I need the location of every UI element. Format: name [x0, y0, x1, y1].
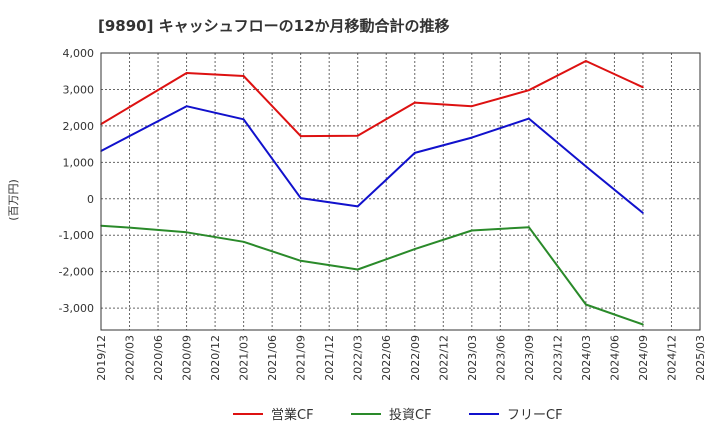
data-point [128, 226, 131, 229]
x-tick-label: 2021/03 [238, 335, 251, 381]
data-point [356, 205, 359, 208]
x-tick-label: 2024/06 [608, 335, 621, 381]
data-point [299, 197, 302, 199]
data-point [642, 323, 644, 326]
series-line-1 [100, 224, 644, 326]
data-point [185, 72, 188, 74]
chart-title: [9890] キャッシュフローの12か月移動合計の推移 [98, 17, 450, 35]
data-point [528, 89, 530, 91]
x-tick-label: 2021/09 [295, 335, 308, 381]
x-tick-label: 2022/03 [352, 335, 365, 381]
y-tick-label: -3,000 [59, 302, 94, 315]
y-tick-label: 3,000 [63, 83, 95, 96]
data-point [356, 134, 359, 137]
x-tick-label: 2020/12 [209, 335, 222, 381]
data-point [642, 86, 644, 89]
series-line-0 [100, 60, 644, 138]
series-line-2 [100, 105, 644, 214]
data-point [356, 268, 359, 271]
x-tick-label: 2024/09 [637, 335, 650, 381]
data-point [471, 229, 473, 232]
y-tick-label: -1,000 [59, 229, 94, 242]
y-ticks: -3,000 -2,000 -1,000 0 1,000 2,000 3,000 4,000 [59, 47, 94, 315]
legend: 営業CF 投資CF フリーCF [233, 407, 563, 423]
y-tick-label: 4,000 [63, 47, 95, 60]
x-tick-label: 2021/12 [323, 335, 336, 381]
legend-label: 営業CF [271, 407, 314, 423]
data-point [471, 105, 473, 108]
y-axis-label: (百万円) [7, 179, 20, 221]
data-point [299, 135, 302, 137]
y-tick-label: -2,000 [59, 266, 94, 279]
data-point [585, 165, 587, 168]
x-tick-label: 2024/12 [665, 335, 678, 381]
data-point [528, 117, 530, 120]
x-tick-label: 2024/03 [580, 335, 593, 381]
legend-label: フリーCF [507, 408, 563, 423]
x-ticks: 2019/12 2020/03 2020/06 2020/09 2020/12 2021/… [95, 335, 707, 381]
plot-frame [100, 52, 701, 331]
x-tick-label: 2025/03 [694, 335, 707, 381]
x-tick-label: 2023/09 [523, 335, 536, 381]
x-tick-label: 2023/06 [494, 335, 507, 381]
y-tick-label: 1,000 [63, 156, 95, 169]
data-point [471, 136, 473, 139]
y-tick-label: 0 [87, 193, 94, 206]
x-tick-label: 2020/06 [152, 335, 165, 381]
data-point [413, 101, 416, 104]
data-point [413, 248, 416, 250]
data-point [185, 105, 188, 108]
data-point [585, 303, 587, 306]
data-point [185, 231, 188, 234]
x-tick-label: 2023/12 [551, 335, 564, 381]
x-tick-label: 2022/12 [437, 335, 450, 381]
data-point [642, 212, 644, 214]
x-tick-label: 2022/09 [409, 335, 422, 381]
x-tick-label: 2021/06 [266, 335, 279, 381]
x-tick-label: 2023/03 [466, 335, 479, 381]
data-point [413, 152, 416, 154]
data-point [242, 240, 245, 243]
data-point [585, 60, 587, 62]
series-lines [100, 60, 644, 326]
x-tick-label: 2020/09 [181, 335, 194, 381]
y-tick-label: 2,000 [63, 120, 95, 133]
x-tick-label: 2020/03 [124, 335, 137, 381]
data-point [528, 226, 530, 229]
data-point [242, 118, 245, 121]
grid [100, 52, 701, 330]
x-tick-label: 2022/06 [380, 335, 393, 381]
data-point [299, 259, 302, 262]
data-point [242, 75, 245, 77]
x-tick-label: 2019/12 [95, 335, 108, 381]
legend-label: 投資CF [389, 407, 432, 423]
